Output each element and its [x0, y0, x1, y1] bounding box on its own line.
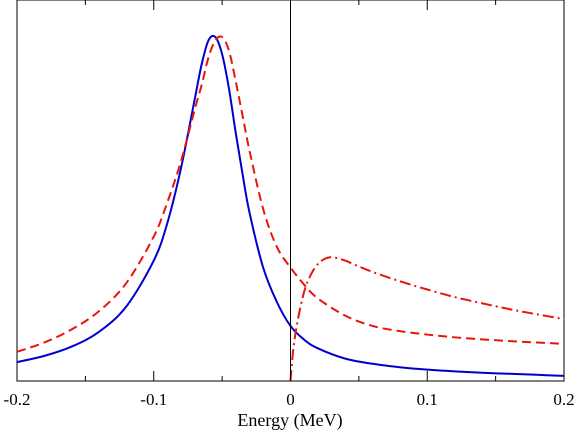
x-tick-label: -0.1: [140, 390, 167, 409]
series-line-solid: [16, 34, 565, 377]
x-tick-label: 0: [286, 390, 295, 409]
ticks-layer: -0.2 -0.1 0 0.1 0.2: [4, 0, 575, 409]
x-tick-label: -0.2: [4, 390, 31, 409]
x-tick-label: 0.1: [417, 390, 438, 409]
series-line-dash-dot: [289, 256, 565, 382]
x-tick-label: 0.2: [553, 390, 574, 409]
series-layer: [16, 34, 565, 382]
x-axis-label: Energy (MeV): [237, 410, 342, 431]
series-line-dashed: [16, 35, 565, 353]
